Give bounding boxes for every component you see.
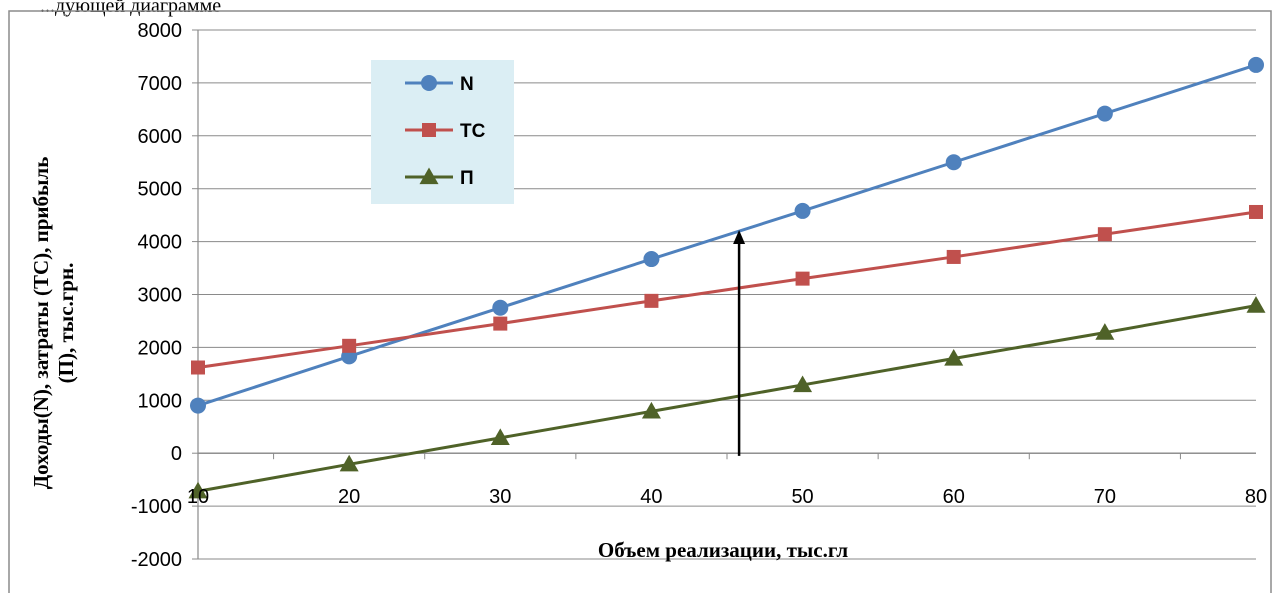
data-point	[793, 375, 813, 393]
data-point	[1097, 227, 1112, 242]
data-point	[641, 401, 661, 419]
series-line	[197, 63, 1257, 408]
data-point	[794, 202, 811, 219]
legend-marker	[422, 123, 436, 137]
y-tick-label: 8000	[138, 20, 183, 42]
data-point	[1249, 204, 1263, 219]
gridlines	[198, 29, 1256, 560]
series-line	[197, 210, 1257, 369]
data-point	[342, 338, 357, 353]
series-tc	[191, 204, 1263, 375]
y-axis-title-line-1: Доходы(N), затраты (TC), прибыль	[29, 157, 53, 490]
series-n	[190, 56, 1264, 414]
legend-label: TC	[460, 121, 486, 142]
data-point	[946, 249, 961, 264]
legend-label: N	[460, 74, 474, 95]
data-point	[643, 251, 660, 268]
data-point	[945, 154, 962, 171]
legend-marker	[421, 75, 437, 91]
legend-item-п: П	[405, 167, 474, 189]
legend-marker	[419, 167, 439, 185]
y-tick-label: 3000	[138, 285, 183, 307]
data-point	[339, 454, 359, 472]
legend: N TC П	[371, 60, 514, 204]
data-point	[493, 316, 508, 331]
data-point	[188, 481, 208, 499]
y-tick-label: -1000	[131, 496, 182, 518]
legend-item-n: N	[405, 74, 474, 95]
annotation	[733, 229, 746, 456]
series-п	[188, 296, 1266, 499]
x-tick-label: 30	[489, 486, 511, 508]
y-tick-label: 4000	[138, 232, 183, 254]
x-tick-label: 50	[791, 486, 813, 508]
y-tick-label: 7000	[138, 73, 183, 95]
x-tick-label: 80	[1245, 486, 1267, 508]
data-point	[191, 360, 205, 375]
y-tick-label: 6000	[138, 126, 183, 148]
data-point	[1095, 323, 1115, 340]
data-point	[795, 271, 810, 286]
legend-label: П	[460, 168, 474, 189]
y-axis-title-line-2: (П), тыс.грн.	[54, 263, 78, 384]
x-tick-label: 60	[943, 486, 965, 508]
x-tick-label: 40	[640, 486, 662, 508]
chart-border	[8, 10, 1272, 593]
annotation-arrow-head	[733, 229, 746, 244]
y-tick-label: 1000	[138, 390, 183, 412]
y-tick-label: -2000	[131, 549, 182, 571]
series-line	[197, 304, 1257, 493]
header-fragment: ...дующей диаграмме	[40, 0, 221, 17]
axes	[192, 29, 1256, 560]
x-tick-label: 20	[338, 486, 360, 508]
data-point	[492, 299, 509, 316]
y-axis-title: Доходы(N), затраты (TC), прибыль (П), ты…	[29, 157, 78, 490]
x-tick-label: 10	[187, 486, 209, 508]
series	[188, 56, 1266, 499]
x-tick-label: 70	[1094, 486, 1116, 508]
data-point	[1246, 296, 1266, 313]
tick-labels: -2000 -1000 0 1000 2000 3000 4000 5000 6000 7000 8…	[131, 20, 1267, 571]
y-tick-label: 0	[171, 443, 182, 465]
y-tick-label: 5000	[138, 179, 183, 201]
data-point	[490, 428, 510, 445]
x-axis-title: Объем реализации, тыс.гл	[598, 538, 848, 562]
data-point	[644, 293, 659, 308]
data-point	[944, 349, 964, 366]
data-point	[1096, 105, 1113, 122]
data-point	[190, 397, 206, 414]
data-point	[1248, 56, 1264, 73]
legend-item-tc: TC	[405, 121, 486, 142]
y-tick-label: 2000	[138, 337, 183, 359]
